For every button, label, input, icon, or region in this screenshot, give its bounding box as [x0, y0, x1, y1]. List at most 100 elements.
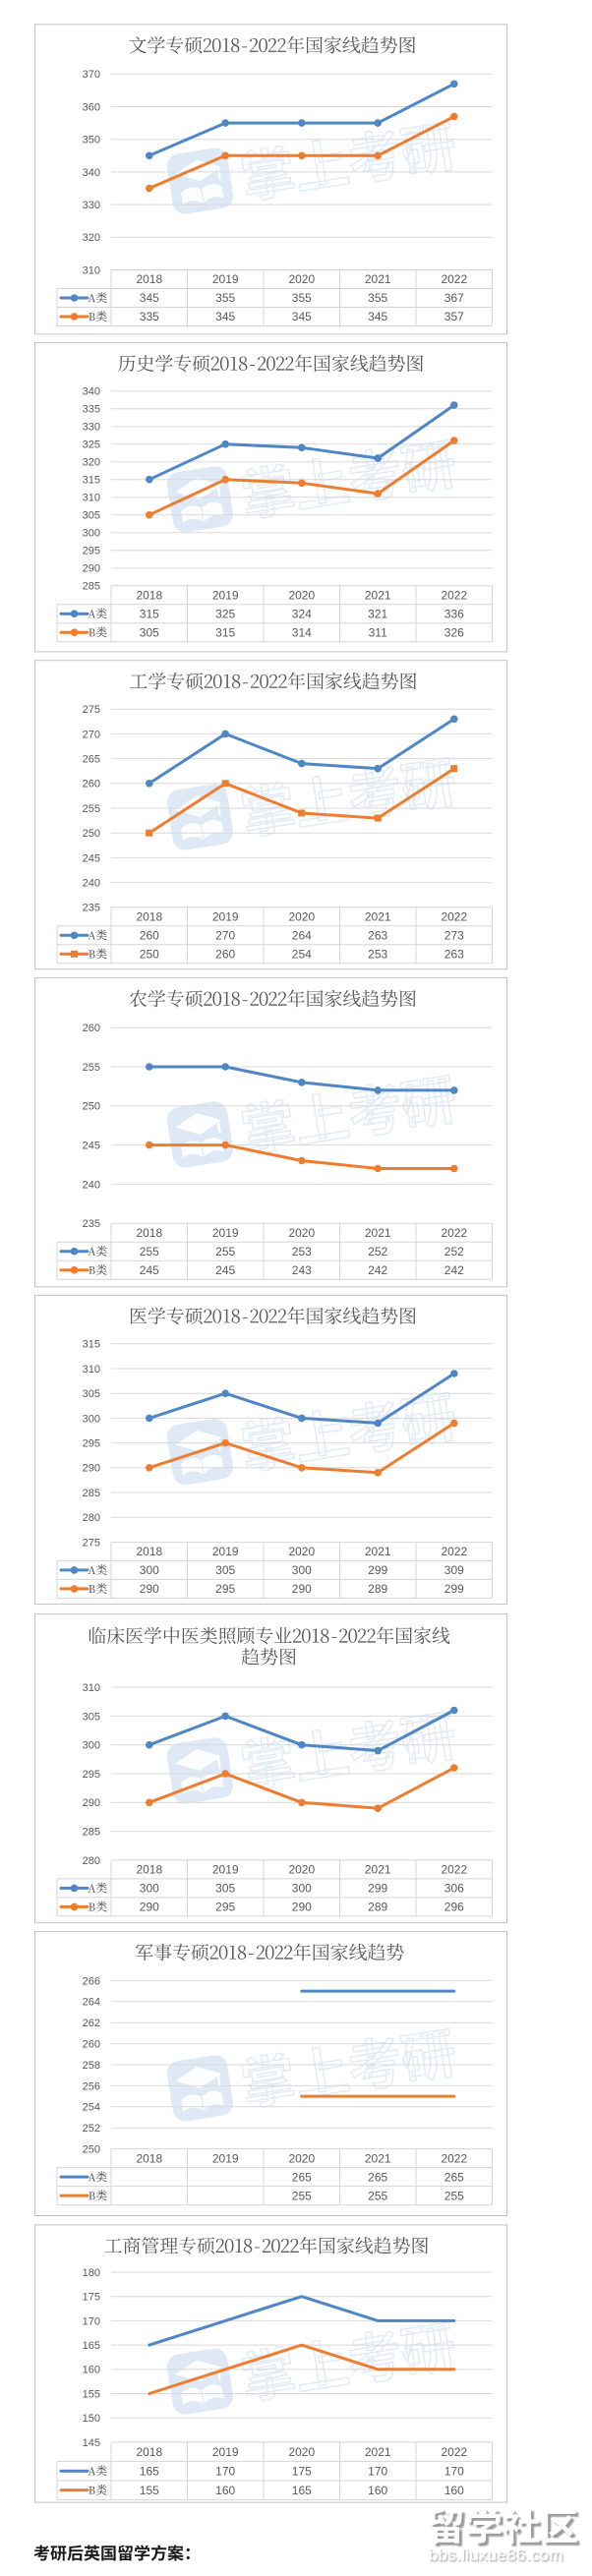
svg-text:2021: 2021	[365, 1545, 391, 1558]
svg-text:273: 273	[444, 929, 464, 943]
svg-text:2020: 2020	[288, 588, 315, 602]
svg-text:300: 300	[140, 1882, 159, 1896]
svg-text:2018: 2018	[136, 1545, 162, 1558]
svg-text:160: 160	[83, 2365, 100, 2376]
svg-text:320: 320	[83, 232, 100, 244]
svg-text:280: 280	[83, 1855, 100, 1867]
svg-text:155: 155	[140, 2484, 159, 2497]
svg-text:285: 285	[83, 1488, 100, 1499]
svg-text:336: 336	[444, 607, 464, 620]
svg-text:255: 255	[368, 2189, 387, 2202]
svg-text:2019: 2019	[212, 588, 239, 602]
svg-text:2019: 2019	[212, 1226, 239, 1240]
svg-text:355: 355	[368, 291, 387, 305]
svg-text:252: 252	[83, 2123, 100, 2135]
svg-text:235: 235	[83, 903, 100, 914]
svg-text:160: 160	[368, 2484, 387, 2497]
svg-text:2019: 2019	[212, 910, 239, 924]
svg-text:2022: 2022	[441, 1226, 467, 1240]
svg-text:289: 289	[368, 1582, 387, 1596]
svg-text:2019: 2019	[212, 2445, 239, 2459]
svg-text:255: 255	[83, 1062, 100, 1074]
svg-text:357: 357	[444, 310, 464, 323]
svg-text:170: 170	[215, 2464, 235, 2478]
svg-text:320: 320	[83, 457, 100, 469]
svg-text:290: 290	[292, 1901, 312, 1914]
svg-text:300: 300	[140, 1563, 159, 1577]
svg-text:315: 315	[83, 1339, 100, 1351]
svg-text:2020: 2020	[288, 1863, 315, 1877]
svg-text:2022: 2022	[441, 910, 467, 924]
svg-text:253: 253	[368, 948, 387, 962]
svg-text:290: 290	[83, 1797, 100, 1809]
svg-text:2021: 2021	[365, 2445, 391, 2459]
svg-text:345: 345	[368, 310, 387, 323]
svg-text:2021: 2021	[365, 1226, 391, 1240]
svg-text:255: 255	[292, 2189, 312, 2202]
svg-text:255: 255	[140, 1245, 159, 1259]
svg-text:2021: 2021	[365, 910, 391, 924]
svg-text:324: 324	[292, 607, 312, 620]
svg-text:326: 326	[444, 625, 464, 639]
svg-text:315: 315	[215, 625, 235, 639]
svg-text:2020: 2020	[288, 272, 315, 286]
svg-text:265: 265	[292, 2170, 312, 2184]
svg-text:340: 340	[83, 167, 100, 179]
svg-text:264: 264	[83, 1997, 100, 2009]
svg-text:2019: 2019	[212, 1545, 239, 1558]
svg-text:2020: 2020	[288, 2445, 315, 2459]
svg-text:315: 315	[83, 475, 100, 487]
svg-text:165: 165	[140, 2464, 159, 2478]
svg-text:245: 245	[140, 1263, 159, 1277]
svg-text:bbs.liuxue86.com: bbs.liuxue86.com	[430, 2547, 564, 2566]
svg-text:266: 266	[83, 1975, 100, 1987]
svg-text:2018: 2018	[136, 2151, 162, 2165]
svg-text:309: 309	[444, 1563, 464, 1577]
svg-text:2019: 2019	[212, 1863, 239, 1877]
svg-text:2020: 2020	[288, 1545, 315, 1558]
svg-text:321: 321	[368, 607, 387, 620]
svg-text:345: 345	[140, 291, 159, 305]
svg-text:305: 305	[83, 510, 100, 522]
svg-text:245: 245	[83, 852, 100, 864]
svg-text:290: 290	[83, 563, 100, 575]
svg-text:252: 252	[368, 1245, 387, 1259]
svg-text:310: 310	[83, 1682, 100, 1694]
svg-text:2019: 2019	[212, 2151, 239, 2165]
svg-text:165: 165	[83, 2340, 100, 2352]
svg-text:2022: 2022	[441, 2445, 467, 2459]
svg-text:299: 299	[368, 1563, 387, 1577]
svg-text:260: 260	[140, 929, 159, 943]
svg-text:305: 305	[215, 1882, 235, 1896]
svg-text:305: 305	[215, 1563, 235, 1577]
svg-text:265: 265	[368, 2170, 387, 2184]
svg-text:255: 255	[215, 1245, 235, 1259]
svg-text:252: 252	[444, 1245, 464, 1259]
svg-text:180: 180	[83, 2267, 100, 2279]
svg-text:2022: 2022	[441, 2151, 467, 2165]
svg-text:350: 350	[83, 135, 100, 146]
svg-text:2020: 2020	[288, 1226, 315, 1240]
svg-text:300: 300	[292, 1563, 312, 1577]
svg-text:305: 305	[140, 625, 159, 639]
svg-text:255: 255	[444, 2189, 464, 2202]
svg-text:240: 240	[83, 1179, 100, 1191]
svg-text:240: 240	[83, 878, 100, 890]
svg-text:310: 310	[83, 1364, 100, 1376]
svg-text:335: 335	[140, 310, 159, 323]
svg-text:256: 256	[83, 2080, 100, 2092]
svg-text:260: 260	[83, 1023, 100, 1034]
svg-text:290: 290	[292, 1582, 312, 1596]
svg-text:290: 290	[140, 1582, 159, 1596]
svg-text:295: 295	[215, 1901, 235, 1914]
svg-text:2018: 2018	[136, 2445, 162, 2459]
svg-text:340: 340	[83, 386, 100, 398]
svg-text:306: 306	[444, 1882, 464, 1896]
svg-text:270: 270	[215, 929, 235, 943]
svg-text:290: 290	[140, 1901, 159, 1914]
svg-text:299: 299	[368, 1882, 387, 1896]
svg-text:160: 160	[444, 2484, 464, 2497]
svg-text:295: 295	[83, 546, 100, 557]
svg-text:260: 260	[215, 948, 235, 962]
svg-text:2021: 2021	[365, 588, 391, 602]
